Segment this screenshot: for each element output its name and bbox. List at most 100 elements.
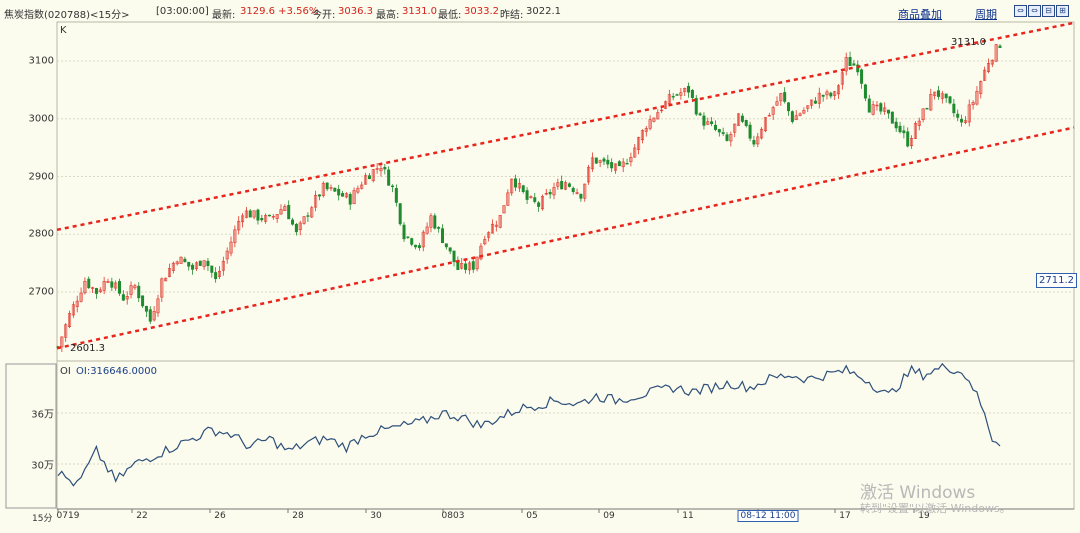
candle-body xyxy=(398,203,402,225)
candle-body xyxy=(787,102,791,112)
candle-body xyxy=(444,243,448,248)
candle-body xyxy=(187,261,191,267)
candle-body xyxy=(975,91,979,105)
candle-body xyxy=(214,272,218,280)
candle-body xyxy=(206,260,210,266)
candle-body xyxy=(767,115,771,117)
candle-body xyxy=(575,192,579,194)
candle-body xyxy=(702,115,706,126)
candle-body xyxy=(291,219,295,225)
candle-body xyxy=(990,59,994,65)
candle-body xyxy=(863,84,867,99)
split-panel-icon[interactable]: ⊟ xyxy=(1042,5,1055,17)
candle-body xyxy=(560,181,564,190)
candle-body xyxy=(514,178,518,188)
activation-watermark-title: 激活 Windows xyxy=(860,483,976,503)
quote-header: 焦炭指数(020788)<15分> [03:00:00] 最新: 3129.6 … xyxy=(0,0,1080,22)
candle-body xyxy=(898,125,902,133)
candle-body xyxy=(379,168,383,172)
layout-icon[interactable]: ⊞ xyxy=(1056,5,1069,17)
candle-body xyxy=(587,166,591,183)
expand-left-icon[interactable]: ⇔ xyxy=(1014,5,1027,17)
candle-body xyxy=(191,264,195,270)
open-value: 3036.3 xyxy=(338,6,373,17)
period-link[interactable]: 周期 xyxy=(975,8,997,21)
candle-body xyxy=(648,119,652,129)
candle-body xyxy=(352,190,356,205)
candle-body xyxy=(948,96,952,104)
candle-body xyxy=(344,193,348,198)
candle-body xyxy=(725,134,729,141)
oi-panel-label: OI xyxy=(60,366,71,377)
candle-body xyxy=(567,183,571,187)
candle-body xyxy=(956,113,960,118)
candle-body xyxy=(306,215,310,217)
x-tick-label: 0719 xyxy=(56,511,80,521)
candle-body xyxy=(448,247,452,252)
candle-body xyxy=(237,220,241,231)
candle-body xyxy=(87,278,91,289)
overlay-link[interactable]: 商品叠加 xyxy=(898,8,942,21)
candle-body xyxy=(610,162,614,169)
oi-value-text: OI:316646.0000 xyxy=(76,366,157,377)
candle-body xyxy=(475,256,479,270)
candle-body xyxy=(986,63,990,72)
candle-body xyxy=(402,224,406,240)
candle-body xyxy=(760,128,764,139)
candle-body xyxy=(594,157,598,164)
candle-body xyxy=(971,102,975,106)
high-value: 3131.0 xyxy=(402,6,437,17)
candle-body xyxy=(867,98,871,113)
candle-body xyxy=(848,57,852,67)
candle-body xyxy=(302,216,306,224)
candle-body xyxy=(75,300,79,308)
candle-body xyxy=(687,85,691,93)
candle-body xyxy=(583,183,587,199)
candle-body xyxy=(794,115,798,121)
candle-body xyxy=(244,210,248,218)
candle-body xyxy=(371,169,375,181)
candle-body xyxy=(813,100,817,104)
latest-value: 3129.6 +3.56% xyxy=(240,6,319,17)
candle-body xyxy=(510,178,514,194)
candle-body xyxy=(933,91,937,96)
candle-body xyxy=(748,124,752,139)
candle-body xyxy=(552,187,556,196)
candle-body xyxy=(706,121,710,125)
candle-body xyxy=(625,163,629,165)
candle-body xyxy=(517,183,521,189)
candle-body xyxy=(940,93,944,99)
candle-body xyxy=(798,113,802,116)
candle-body xyxy=(452,250,456,263)
candle-body xyxy=(879,103,883,112)
candle-body xyxy=(690,89,694,98)
candle-body xyxy=(629,157,633,163)
candle-body xyxy=(621,161,625,168)
candle-body xyxy=(267,214,271,217)
candle-body xyxy=(217,270,221,277)
candle-body xyxy=(852,63,856,66)
candle-body xyxy=(936,90,940,97)
candle-body xyxy=(910,138,914,147)
candle-body xyxy=(656,112,660,120)
candle-body xyxy=(144,305,148,312)
candle-body xyxy=(606,159,610,165)
prev-settle-value: 3022.1 xyxy=(526,6,561,17)
candle-body xyxy=(637,137,641,150)
candle-body xyxy=(710,121,714,125)
expand-right-icon[interactable]: ⇔ xyxy=(1028,5,1041,17)
candle-body xyxy=(391,185,395,188)
candle-body xyxy=(317,194,321,197)
candle-body xyxy=(871,104,875,115)
candle-body xyxy=(890,111,894,124)
latest-label: 最新: xyxy=(212,10,236,21)
candle-body xyxy=(60,336,64,348)
candle-body xyxy=(83,280,87,294)
candle-body xyxy=(133,285,137,289)
candle-body xyxy=(367,175,371,180)
candle-body xyxy=(118,281,122,294)
candle-body xyxy=(790,111,794,122)
candle-body xyxy=(321,182,325,196)
candle-body xyxy=(137,285,141,299)
